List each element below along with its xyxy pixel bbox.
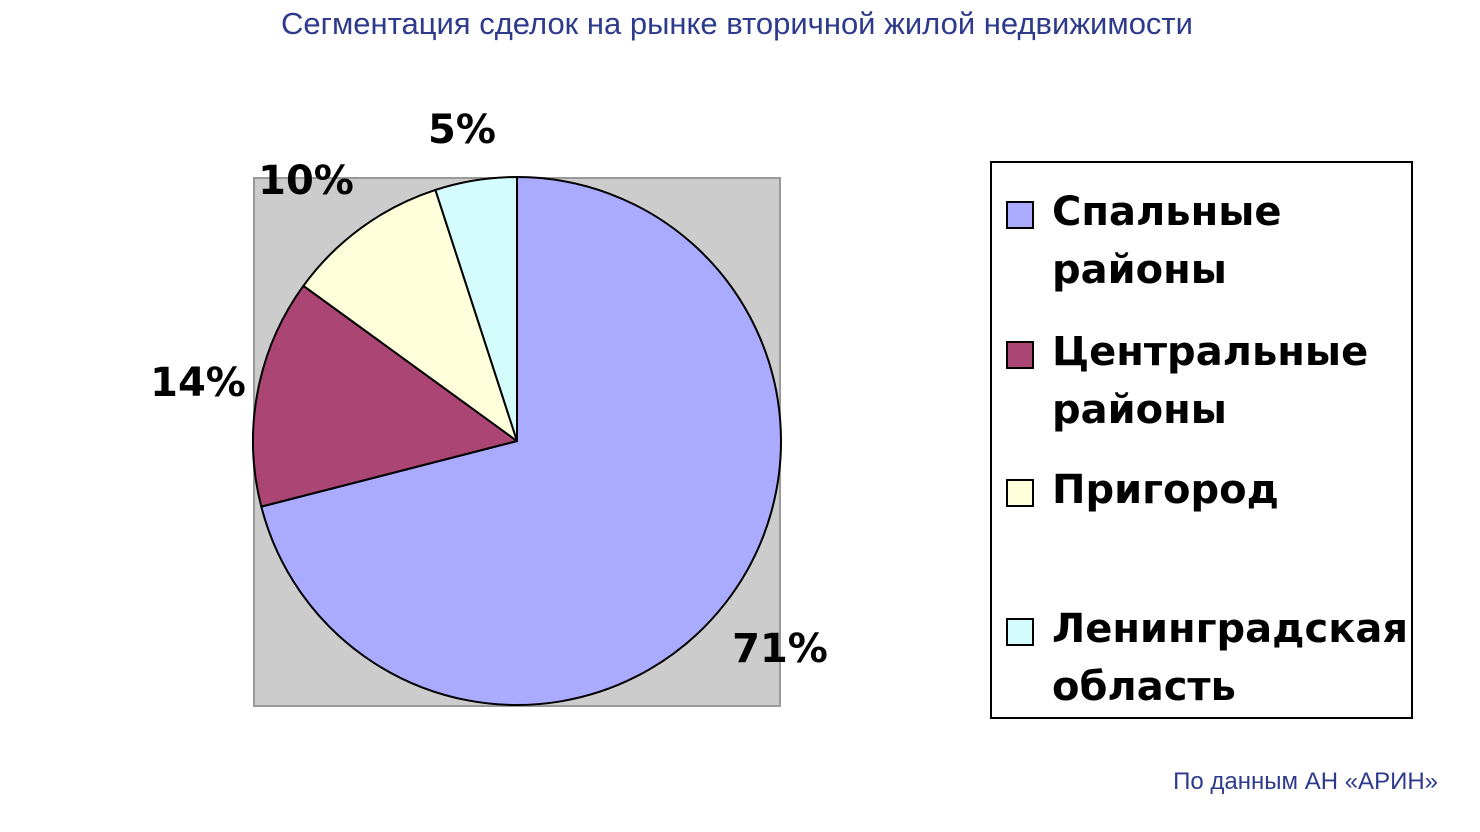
legend-item-centralnye: Центральные районы: [1006, 323, 1402, 439]
label-leningradskaya: 5%: [428, 107, 496, 153]
legend-label: Пригород: [1052, 467, 1279, 513]
legend-item-leningradskaya: Ленинградская область: [1006, 600, 1409, 716]
legend-swatch: [1006, 479, 1034, 507]
legend-label: Спальные районы: [1052, 189, 1282, 293]
label-prigorod: 10%: [258, 158, 354, 204]
source-note: По данным АН «АРИН»: [1173, 768, 1438, 795]
legend-swatch: [1006, 618, 1034, 646]
label-spalnye: 71%: [732, 626, 828, 672]
pie-slices: [252, 176, 782, 706]
legend-swatch: [1006, 201, 1034, 229]
legend-swatch: [1006, 341, 1034, 369]
legend-label: Центральные районы: [1052, 329, 1369, 433]
legend-item-prigorod: Пригород: [1006, 461, 1402, 519]
slice-centralnye: [252, 284, 518, 508]
legend-item-spalnye: Спальные районы: [1006, 183, 1402, 299]
legend: Спальные районы Центральные районы Приго…: [990, 161, 1413, 719]
chart-title: Сегментация сделок на рынке вторичной жи…: [281, 6, 1193, 41]
label-centralnye: 14%: [150, 360, 246, 406]
slice-leningradskaya: [434, 176, 518, 442]
slice-prigorod: [302, 188, 518, 442]
pie-labels: 71% 14% 10% 5%: [150, 107, 828, 672]
legend-label: Ленинградская область: [1052, 606, 1409, 710]
slice-spalnye: [260, 176, 782, 706]
